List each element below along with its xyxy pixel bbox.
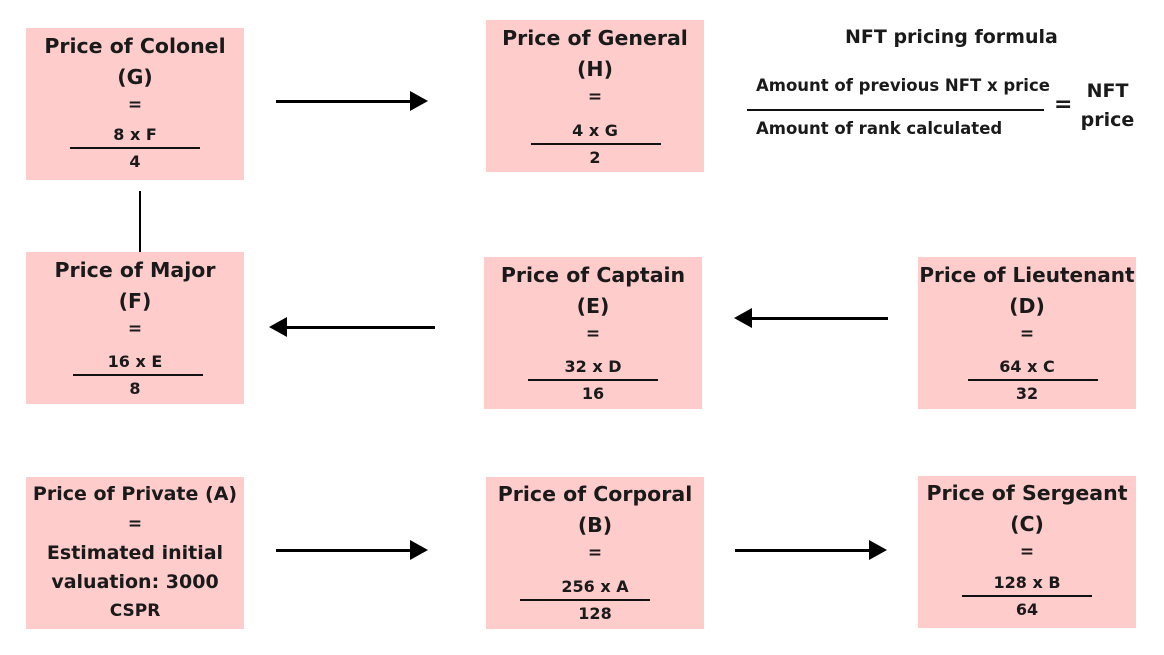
arrow-private-to-corporal — [276, 540, 428, 560]
colonel-numerator: 8 x F — [113, 125, 157, 144]
captain-box: Price of Captain (E) = 32 x D 16 — [484, 257, 702, 409]
formula-equals: = — [1054, 92, 1073, 117]
formula-fraction-bar — [747, 109, 1044, 111]
major-fraction: 16 x E 8 — [26, 352, 244, 399]
lieutenant-title: Price of Lieutenant — [919, 263, 1135, 287]
corporal-numerator: 256 x A — [561, 577, 629, 596]
sergeant-box: Price of Sergeant (C) = 128 x B 64 — [918, 476, 1136, 628]
major-box: Price of Major (F) = 16 x E 8 — [26, 252, 244, 404]
corporal-box: Price of Corporal (B) = 256 x A 128 — [486, 477, 704, 629]
formula-denominator: Amount of rank calculated — [756, 119, 1003, 138]
private-equals: = — [127, 514, 143, 534]
private-valuation-line3: CSPR — [109, 601, 161, 621]
captain-denominator: 16 — [581, 384, 605, 403]
captain-fraction: 32 x D 16 — [484, 357, 702, 404]
formula-result: NFT price — [1080, 77, 1135, 135]
major-denominator: 8 — [129, 379, 141, 398]
lieutenant-equals: = — [1019, 324, 1035, 344]
lieutenant-fraction-bar — [968, 379, 1098, 381]
private-valuation-line1: Estimated initial — [46, 542, 224, 564]
major-numerator: 16 x E — [107, 352, 163, 371]
general-fraction: 4 x G 2 — [486, 121, 704, 168]
lieutenant-letter: (D) — [1009, 294, 1045, 318]
colonel-fraction: 8 x F 4 — [26, 125, 244, 172]
general-denominator: 2 — [589, 148, 601, 167]
sergeant-fraction: 128 x B 64 — [918, 573, 1136, 620]
major-fraction-bar — [73, 374, 203, 376]
general-box: Price of General (H) = 4 x G 2 — [486, 20, 704, 172]
colonel-denominator: 4 — [129, 152, 141, 171]
sergeant-letter: (C) — [1010, 512, 1044, 536]
captain-equals: = — [585, 324, 601, 344]
colonel-letter: (G) — [117, 65, 153, 89]
lieutenant-fraction: 64 x C 32 — [918, 357, 1136, 404]
lieutenant-denominator: 32 — [1015, 384, 1039, 403]
general-numerator: 4 x G — [572, 121, 618, 140]
corporal-equals: = — [587, 543, 603, 563]
formula-title: NFT pricing formula — [845, 26, 1058, 48]
formula-result-line1: NFT — [1086, 80, 1129, 102]
arrow-colonel-to-general — [276, 91, 428, 111]
private-title: Price of Private (A) — [32, 483, 238, 505]
captain-title: Price of Captain — [500, 263, 686, 287]
private-valuation-line2: valuation: 3000 — [51, 571, 219, 593]
sergeant-title: Price of Sergeant — [926, 481, 1128, 505]
colonel-title: Price of Colonel — [44, 34, 226, 58]
sergeant-denominator: 64 — [1015, 600, 1039, 619]
formula-numerator: Amount of previous NFT x price — [756, 76, 1050, 95]
captain-fraction-bar — [528, 379, 658, 381]
general-equals: = — [587, 87, 603, 107]
lieutenant-numerator: 64 x C — [999, 357, 1055, 376]
corporal-fraction: 256 x A 128 — [486, 577, 704, 624]
lieutenant-box: Price of Lieutenant (D) = 64 x C 32 — [918, 257, 1136, 409]
corporal-denominator: 128 — [578, 604, 612, 623]
general-title: Price of General — [502, 26, 688, 50]
arrow-captain-to-major — [269, 317, 435, 337]
colonel-equals: = — [127, 95, 143, 115]
arrow-corporal-to-sergeant — [735, 540, 887, 560]
captain-numerator: 32 x D — [564, 357, 622, 376]
general-fraction-bar — [531, 143, 661, 145]
sergeant-numerator: 128 x B — [993, 573, 1061, 592]
sergeant-equals: = — [1019, 542, 1035, 562]
captain-letter: (E) — [576, 294, 610, 318]
arrow-lieutenant-to-captain — [734, 308, 888, 328]
major-title: Price of Major — [54, 258, 216, 282]
connector-major-to-colonel — [139, 191, 141, 252]
colonel-fraction-bar — [70, 147, 200, 149]
sergeant-fraction-bar — [962, 595, 1092, 597]
major-letter: (F) — [118, 289, 152, 313]
major-equals: = — [127, 319, 143, 339]
private-box: Price of Private (A) = Estimated initial… — [26, 477, 244, 629]
corporal-fraction-bar — [520, 599, 650, 601]
corporal-title: Price of Corporal — [497, 482, 693, 506]
formula-result-line2: price — [1080, 109, 1135, 131]
general-letter: (H) — [577, 57, 613, 81]
corporal-letter: (B) — [577, 513, 613, 537]
colonel-box: Price of Colonel (G) = 8 x F 4 — [26, 28, 244, 180]
